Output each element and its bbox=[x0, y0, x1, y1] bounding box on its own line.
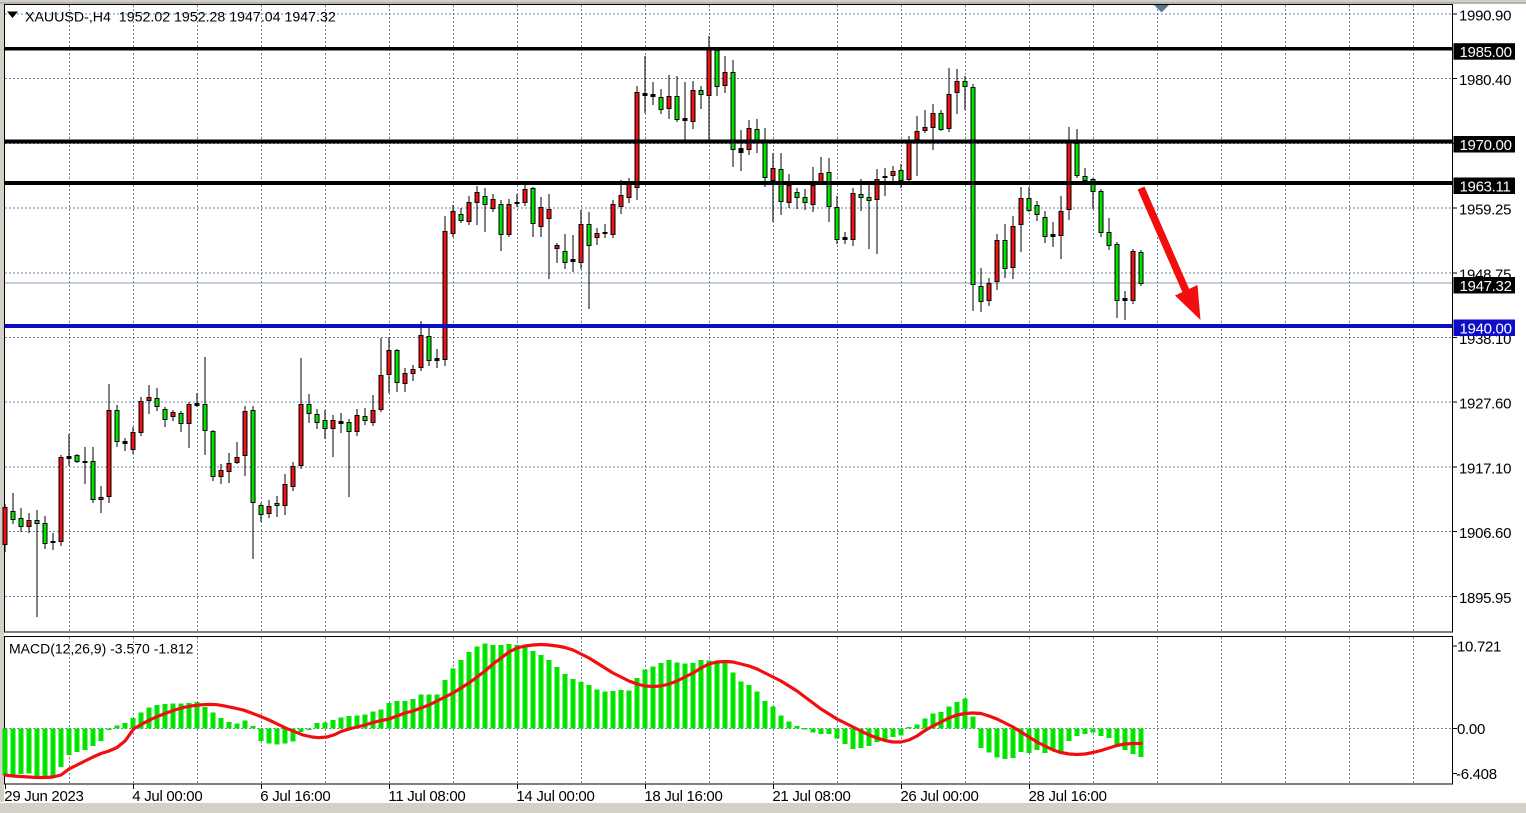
svg-text:11 Jul 08:00: 11 Jul 08:00 bbox=[388, 788, 465, 805]
svg-text:1940.00: 1940.00 bbox=[1460, 320, 1512, 337]
svg-text:21 Jul 08:00: 21 Jul 08:00 bbox=[772, 788, 850, 805]
svg-text:4 Jul 00:00: 4 Jul 00:00 bbox=[132, 788, 202, 805]
svg-text:1895.95: 1895.95 bbox=[1459, 590, 1511, 607]
svg-text:1990.90: 1990.90 bbox=[1459, 8, 1511, 25]
svg-text:10.721: 10.721 bbox=[1457, 639, 1501, 656]
svg-text:1959.25: 1959.25 bbox=[1459, 202, 1511, 219]
svg-text:1927.60: 1927.60 bbox=[1459, 396, 1511, 413]
svg-text:14 Jul 00:00: 14 Jul 00:00 bbox=[516, 788, 594, 805]
svg-text:-6.408: -6.408 bbox=[1456, 766, 1497, 783]
svg-text:6 Jul 16:00: 6 Jul 16:00 bbox=[260, 788, 330, 805]
svg-text:1963.11: 1963.11 bbox=[1460, 178, 1511, 195]
svg-text:1985.00: 1985.00 bbox=[1460, 44, 1512, 61]
svg-text:1917.10: 1917.10 bbox=[1459, 460, 1511, 477]
svg-text:26 Jul 00:00: 26 Jul 00:00 bbox=[900, 788, 978, 805]
svg-text:29 Jun 2023: 29 Jun 2023 bbox=[4, 788, 83, 805]
svg-text:18 Jul 16:00: 18 Jul 16:00 bbox=[644, 788, 722, 805]
svg-text:1947.32: 1947.32 bbox=[1460, 278, 1512, 295]
svg-text:1906.60: 1906.60 bbox=[1459, 525, 1511, 542]
svg-text:XAUUSD-,H4 1952.02 1952.28 19: XAUUSD-,H4 1952.02 1952.28 1947.04 1947.… bbox=[25, 10, 336, 26]
svg-text:28 Jul 16:00: 28 Jul 16:00 bbox=[1029, 788, 1107, 805]
svg-text:0.00: 0.00 bbox=[1457, 721, 1485, 738]
svg-text:1970.00: 1970.00 bbox=[1460, 137, 1512, 154]
svg-text:MACD(12,26,9) -3.570 -1.812: MACD(12,26,9) -3.570 -1.812 bbox=[9, 641, 194, 657]
svg-text:1980.40: 1980.40 bbox=[1459, 72, 1511, 89]
